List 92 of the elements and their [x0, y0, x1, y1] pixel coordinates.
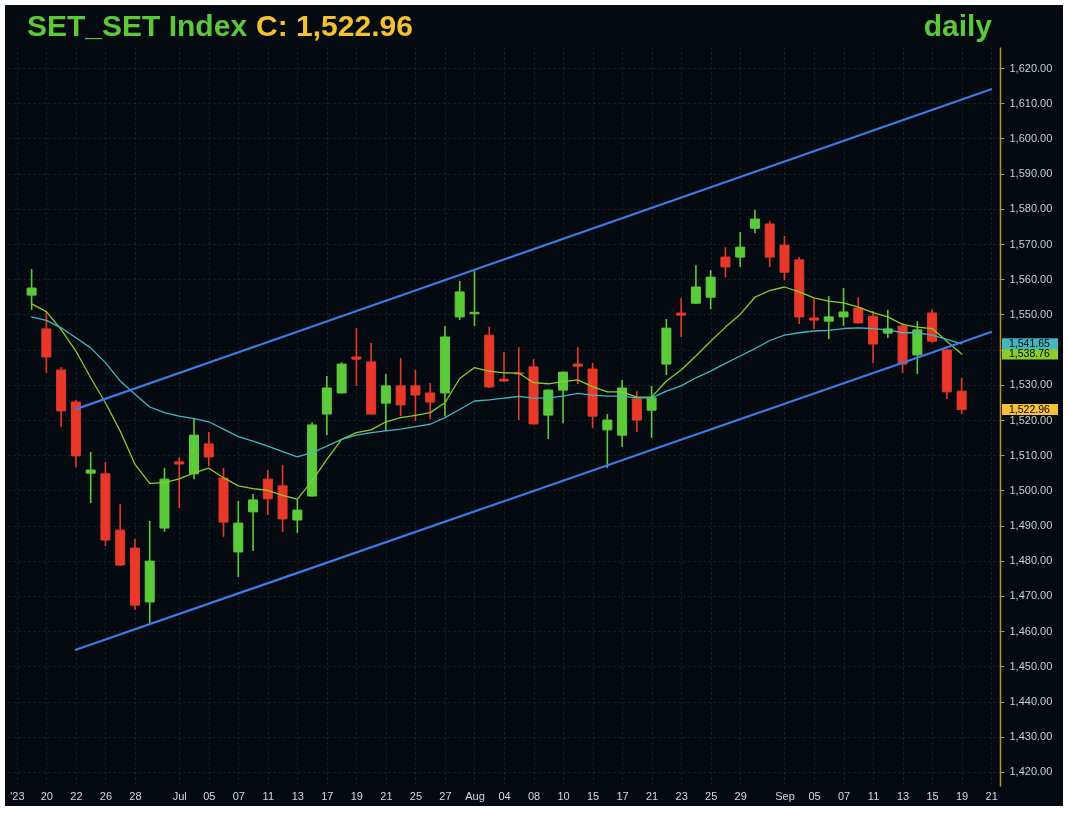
- x-tick-label: 13: [291, 789, 304, 802]
- candlestick: [749, 209, 760, 234]
- y-tick-label: 1,538.76: [1009, 347, 1051, 359]
- candlestick: [262, 469, 273, 516]
- x-tick-label: 28: [129, 789, 142, 802]
- text: daily: [923, 9, 992, 43]
- x-tick-label: 19: [350, 789, 364, 802]
- y-tick-label: 1,510.00: [1009, 448, 1053, 461]
- x-tick-label: '23: [10, 789, 25, 802]
- candlestick: [720, 246, 731, 278]
- candlestick: [809, 298, 819, 330]
- y-tick-label: 1,541.65: [1009, 336, 1051, 349]
- x-tick-label: 17: [616, 789, 629, 802]
- candlestick: [380, 373, 391, 432]
- candlestick: [351, 327, 362, 387]
- candlestick: [174, 456, 185, 509]
- y-tick-label: 1,550.00: [1009, 307, 1053, 320]
- candlestick: [248, 493, 259, 552]
- x-tick-label: 20: [40, 789, 54, 802]
- candlestick: [823, 295, 834, 340]
- y-tick-label: 1,620.00: [1009, 61, 1053, 74]
- x-tick-label: 17: [321, 789, 334, 802]
- line-series: [30, 316, 963, 458]
- candlestick: [513, 346, 524, 421]
- x-tick-label: 11: [262, 789, 275, 802]
- candlestick: [85, 451, 96, 504]
- y-tick-label: 1,580.00: [1009, 202, 1053, 215]
- x-tick-label: 15: [926, 789, 939, 802]
- candlestick: [735, 231, 746, 268]
- candlestick: [838, 287, 849, 327]
- y-tick-label: 1,490.00: [1009, 519, 1053, 532]
- y-tick-label: 1,590.00: [1009, 167, 1053, 180]
- chart-title: SET_SET Index: [27, 9, 248, 42]
- y-tick-label: 1,450.00: [1009, 659, 1053, 672]
- x-tick-label: 08: [527, 789, 541, 802]
- candlestick: [602, 413, 613, 469]
- x-tick-label: 26: [99, 789, 113, 802]
- x-tick-label: 05: [808, 789, 821, 802]
- candlestick: [690, 264, 701, 305]
- candlestick: [499, 351, 509, 383]
- x-tick-label: 05: [203, 789, 216, 802]
- candlestick: [676, 297, 687, 338]
- candlestick: [425, 382, 436, 420]
- y-tick-label: 1,470.00: [1009, 589, 1053, 602]
- y-tick-label: 1,520.00: [1009, 413, 1053, 426]
- line-series: [30, 286, 963, 500]
- x-tick-label: 27: [439, 789, 452, 802]
- y-tick-label: 1,460.00: [1009, 624, 1053, 637]
- y-tick-label: 1,420.00: [1009, 765, 1053, 778]
- y-tick-label: 1,610.00: [1009, 96, 1053, 109]
- y-tick-label: 1,530.00: [1009, 378, 1053, 391]
- x-tick-label: 10: [557, 789, 570, 802]
- candlestick: [469, 270, 480, 327]
- y-tick-label: 1,430.00: [1009, 730, 1053, 743]
- x-tick-label: 04: [498, 789, 511, 802]
- x-tick-label: Sep: [775, 789, 795, 802]
- candlestick: [572, 346, 583, 385]
- x-tick-label: 29: [734, 789, 747, 802]
- x-tick-label: 15: [586, 789, 600, 802]
- x-tick-label: Jul: [172, 789, 187, 802]
- x-tick-label: 07: [837, 789, 851, 802]
- x-tick-label: 25: [705, 789, 718, 802]
- y-tick-label: 1,440.00: [1009, 695, 1053, 708]
- candlestick: [26, 268, 37, 311]
- x-tick-label: 21: [380, 789, 393, 802]
- y-tick-label: 1,570.00: [1009, 237, 1053, 250]
- x-tick-label: 25: [409, 789, 423, 802]
- x-tick-label: 11: [867, 789, 880, 802]
- candlestick: [705, 269, 716, 310]
- y-tick-label: 1,522.96: [1009, 402, 1051, 415]
- x-tick-label: Aug: [465, 789, 485, 802]
- x-tick-label: 21: [645, 789, 659, 802]
- x-tick-label: 13: [896, 789, 910, 802]
- y-tick-label: 1,500.00: [1009, 483, 1053, 496]
- candlestick: [631, 390, 642, 433]
- x-tick-label: 22: [70, 789, 83, 802]
- x-tick-label: 19: [955, 789, 969, 802]
- candlestick: [292, 498, 303, 534]
- x-tick-label: 23: [675, 789, 688, 802]
- candlestick: [956, 377, 967, 415]
- candlestick: [558, 370, 569, 424]
- candlestick: [646, 385, 657, 439]
- candlestick: [395, 357, 406, 417]
- y-tick-label: 1,480.00: [1009, 554, 1053, 567]
- candlestick: [410, 369, 421, 422]
- candlestick: [853, 296, 864, 325]
- x-tick-label: 07: [232, 789, 245, 802]
- x-tick-label: 21: [985, 789, 998, 802]
- y-tick-label: 1,560.00: [1009, 272, 1053, 285]
- y-tick-label: 1,600.00: [1009, 132, 1053, 144]
- candlestick: [203, 431, 214, 467]
- chart-subtitle: C: 1,522.96: [256, 9, 413, 42]
